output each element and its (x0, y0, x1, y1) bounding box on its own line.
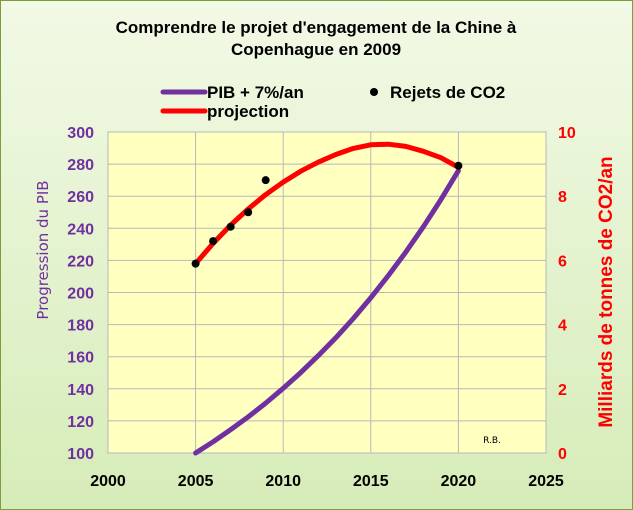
right-tick-label: 2 (558, 382, 567, 399)
right-tick-label: 10 (558, 125, 576, 142)
left-axis-ticks: 100 120 140 160 180 200 220 240 260 280 300 (67, 125, 94, 463)
left-tick-label: 200 (67, 286, 94, 303)
co2-point (209, 237, 218, 246)
legend-projection-label: projection (207, 102, 289, 121)
x-tick-label: 2005 (178, 473, 214, 490)
co2-point (454, 161, 463, 170)
pib-7-an-line (193, 168, 461, 456)
left-tick-label: 260 (67, 189, 94, 206)
co2-point (261, 176, 270, 185)
chart-title-line-2: Copenhague en 2009 (231, 40, 401, 59)
co2-point (191, 259, 200, 268)
left-tick-label: 100 (67, 446, 94, 463)
right-tick-label: 6 (558, 253, 567, 270)
legend-pib-label: PIB + 7%/an (207, 83, 304, 102)
left-axis-label: Progression du PIB (34, 180, 52, 319)
right-tick-label: 4 (558, 318, 567, 335)
left-tick-label: 300 (67, 125, 94, 142)
left-tick-label: 240 (67, 221, 94, 238)
right-axis-ticks: 0 2 4 6 8 10 (558, 125, 576, 463)
right-tick-label: 0 (558, 446, 567, 463)
right-axis-label: Milliards de tonnes de CO2/an (596, 156, 617, 427)
left-tick-label: 120 (67, 414, 94, 431)
projection-line (193, 141, 461, 267)
x-tick-label: 2000 (90, 473, 126, 490)
co2-point (226, 222, 235, 231)
x-tick-label: 2020 (441, 473, 477, 490)
x-tick-label: 2010 (265, 473, 301, 490)
legend-co2-label: Rejets de CO2 (390, 83, 505, 102)
legend-co2-marker (370, 88, 378, 96)
left-tick-label: 140 (67, 382, 94, 399)
legend: PIB + 7%/an Rejets de CO2 projection (160, 83, 505, 121)
co2-point (244, 208, 253, 217)
left-tick-label: 160 (67, 350, 94, 367)
right-tick-label: 8 (558, 189, 567, 206)
series-layer (191, 141, 463, 456)
left-tick-label: 220 (67, 253, 94, 270)
x-tick-label: 2015 (353, 473, 389, 490)
x-tick-label: 2025 (528, 473, 564, 490)
chart-title-line-1: Comprendre le projet d'engagement de la … (116, 18, 517, 37)
x-axis-ticks: 2000 2005 2010 2015 2020 2025 (90, 473, 564, 490)
left-tick-label: 280 (67, 157, 94, 174)
left-tick-label: 180 (67, 318, 94, 335)
author-annotation: R.B. (483, 436, 501, 446)
gridlines (107, 131, 547, 454)
